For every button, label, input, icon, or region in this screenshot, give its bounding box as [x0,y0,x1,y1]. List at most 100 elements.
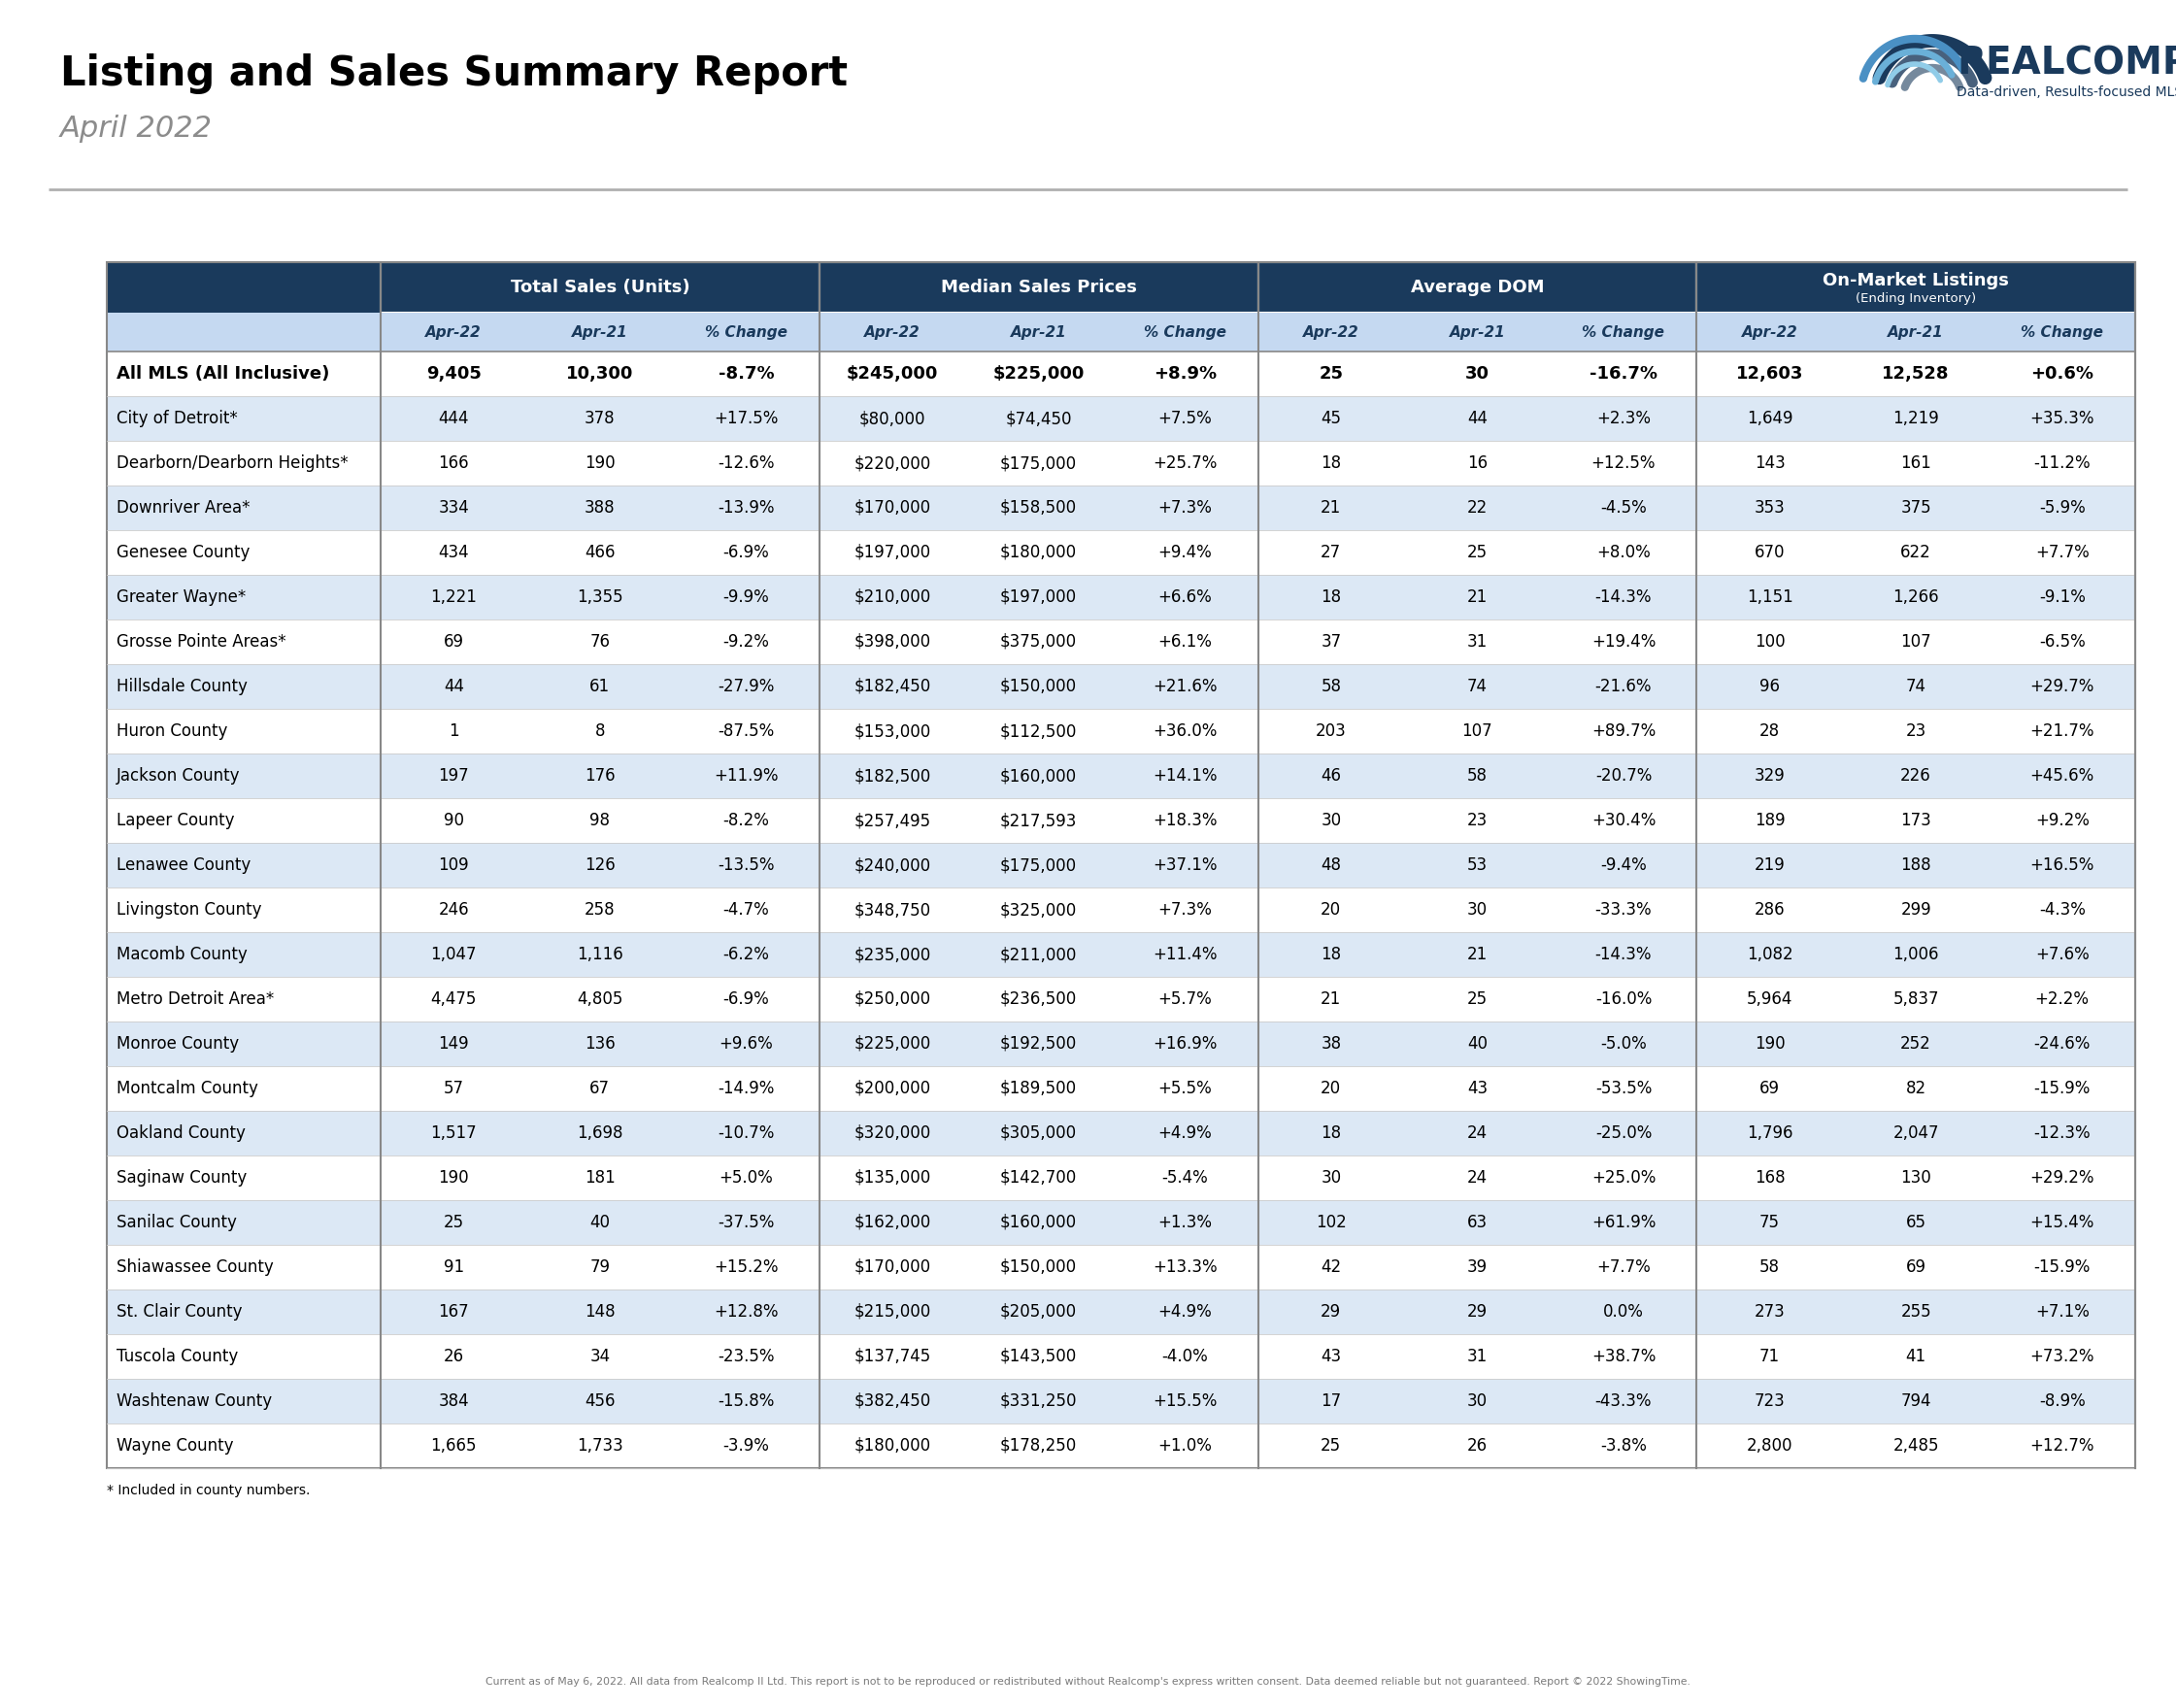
Bar [1697,1245,1843,1290]
Bar [1697,396,1843,441]
Bar [1112,933,1258,977]
Bar [1258,709,1404,753]
Bar [1404,933,1549,977]
Bar [820,977,966,1021]
Bar [381,933,527,977]
Text: +73.2%: +73.2% [2030,1348,2093,1365]
Bar [820,888,966,933]
Bar [672,1378,820,1423]
Bar [1989,620,2135,664]
Bar [672,441,820,485]
Bar [527,485,672,529]
Bar [1112,753,1258,798]
Text: -5.9%: -5.9% [2039,499,2085,516]
Text: 1,796: 1,796 [1747,1124,1793,1143]
Bar [672,842,820,888]
Text: 5,837: 5,837 [1893,991,1939,1008]
Bar [107,709,381,753]
Text: 58: 58 [1321,678,1340,695]
Text: $74,450: $74,450 [1005,410,1073,427]
Bar [672,1334,820,1378]
Text: 18: 18 [1321,946,1340,963]
Text: -12.3%: -12.3% [2035,1124,2091,1143]
Bar [1549,664,1697,709]
Bar [1843,1110,1989,1156]
Text: 1,698: 1,698 [577,1124,622,1143]
Bar [107,261,2135,1469]
Bar [381,842,527,888]
Bar [1697,485,1843,529]
Text: -20.7%: -20.7% [1595,767,1652,784]
Text: $225,000: $225,000 [853,1035,931,1052]
Bar [672,1021,820,1066]
Text: 161: 161 [1900,454,1932,471]
Bar [966,485,1112,529]
Bar [1112,1021,1258,1066]
Text: 107: 107 [1900,634,1932,651]
Text: $211,000: $211,000 [1001,946,1077,963]
Bar [527,1423,672,1469]
Bar [527,753,672,798]
Bar [1258,620,1404,664]
Bar [1404,1290,1549,1334]
Text: 24: 24 [1467,1124,1488,1143]
Text: 329: 329 [1754,767,1784,784]
Text: (Ending Inventory): (Ending Inventory) [1856,292,1976,304]
Bar [1258,933,1404,977]
Bar [1989,709,2135,753]
Text: $160,000: $160,000 [1001,1214,1077,1231]
Text: City of Detroit*: City of Detroit* [118,410,237,427]
Text: $180,000: $180,000 [853,1436,931,1455]
Text: +14.1%: +14.1% [1153,767,1216,784]
Bar [820,529,966,576]
Text: +18.3%: +18.3% [1153,811,1216,830]
Bar [1404,620,1549,664]
Bar [1989,1156,2135,1201]
Text: -3.8%: -3.8% [1599,1436,1647,1455]
Text: +30.4%: +30.4% [1591,811,1656,830]
Text: Apr-21: Apr-21 [572,325,629,340]
Bar [107,888,381,933]
Bar [672,620,820,664]
Bar [1549,798,1697,842]
Bar [820,485,966,529]
Bar [1697,1290,1843,1334]
Bar [1404,664,1549,709]
Text: 74: 74 [1467,678,1488,695]
Text: +7.6%: +7.6% [2035,946,2089,963]
Text: 353: 353 [1754,499,1784,516]
Bar [1989,1201,2135,1245]
Bar [1404,576,1549,620]
Text: 21: 21 [1467,946,1488,963]
Bar [1843,664,1989,709]
Text: 74: 74 [1906,678,1926,695]
Bar [107,933,381,977]
Bar [1549,1021,1697,1066]
Bar [820,1378,966,1423]
Text: $245,000: $245,000 [846,366,938,383]
Text: 181: 181 [585,1168,616,1187]
Text: 30: 30 [1321,811,1340,830]
Bar [1843,1334,1989,1378]
Bar [1404,842,1549,888]
Bar [381,1066,527,1110]
Bar [1697,753,1843,798]
Bar [1404,709,1549,753]
Text: +7.7%: +7.7% [2035,543,2089,562]
Bar [1258,1423,1404,1469]
Text: +1.3%: +1.3% [1158,1214,1212,1231]
Bar [1549,933,1697,977]
Text: 57: 57 [444,1079,463,1097]
Bar [1843,753,1989,798]
Text: Macomb County: Macomb County [118,946,248,963]
Text: 21: 21 [1321,991,1340,1008]
Text: 384: 384 [437,1392,470,1409]
Bar [1404,352,1549,396]
Text: 173: 173 [1900,811,1932,830]
Text: 444: 444 [437,410,470,427]
Bar [107,441,381,485]
Text: +21.6%: +21.6% [1153,678,1216,695]
Bar [1989,1021,2135,1066]
Bar [1112,1334,1258,1378]
Text: -24.6%: -24.6% [2035,1035,2091,1052]
